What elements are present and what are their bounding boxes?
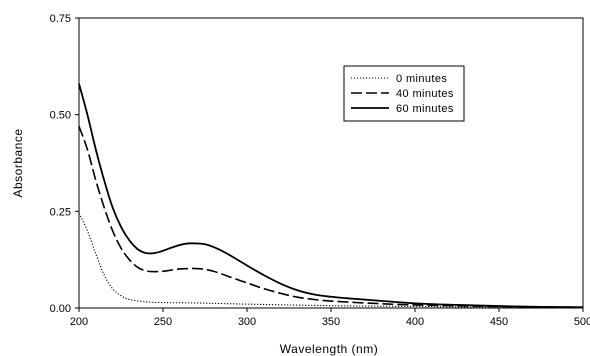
x-tick-label: 300 <box>238 316 256 328</box>
x-tick-label: 450 <box>490 316 508 328</box>
series-line-60-minutes <box>78 83 584 309</box>
x-tick-label: 200 <box>70 316 88 328</box>
series-line-0-minutes <box>78 213 584 309</box>
y-tick-label: 0.50 <box>50 110 71 122</box>
x-tick-label: 400 <box>406 316 424 328</box>
legend-box <box>343 65 465 122</box>
legend-label: 0 minutes <box>396 73 447 85</box>
y-axis-title: Absorbance <box>11 128 25 197</box>
y-tick-label: 0.75 <box>50 13 71 25</box>
series-line-40-minutes <box>78 125 584 309</box>
y-tick-label: 0.25 <box>50 206 71 218</box>
series-layer <box>78 83 584 309</box>
axes: 200 250 300 350 400 450 500 0.00 0.25 0.50 0.75 <box>50 13 590 328</box>
plot-frame <box>78 17 584 309</box>
y-tick-label: 0.00 <box>50 303 71 315</box>
legend: 0 minutes 40 minutes 60 minutes <box>343 65 465 122</box>
legend-label: 40 minutes <box>396 88 454 100</box>
x-tick-label: 250 <box>154 316 172 328</box>
legend-label: 60 minutes <box>396 103 454 115</box>
x-tick-label: 350 <box>322 316 340 328</box>
x-axis-title: Wavelength (nm) <box>280 342 378 356</box>
x-tick-label: 500 <box>574 316 590 328</box>
